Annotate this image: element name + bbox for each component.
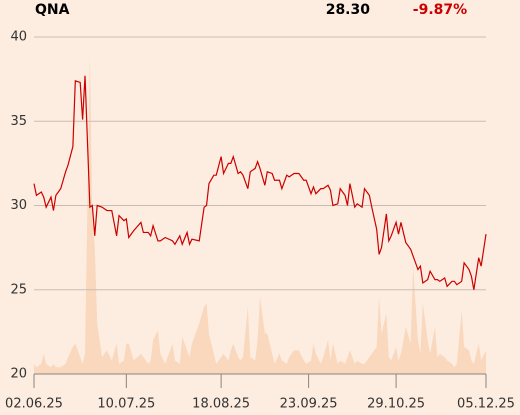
x-tick-label: 02.06.25 bbox=[5, 397, 63, 412]
price-line bbox=[33, 75, 487, 290]
y-tick-label: 40 bbox=[10, 30, 27, 45]
x-tick-label: 23.09.25 bbox=[280, 397, 338, 412]
y-tick-label: 25 bbox=[10, 282, 27, 297]
x-tick-label: 29.10.25 bbox=[367, 397, 425, 412]
y-tick-label: 30 bbox=[10, 198, 27, 213]
volume-area bbox=[34, 53, 486, 374]
y-tick-label: 35 bbox=[10, 114, 27, 129]
y-tick-label: 20 bbox=[10, 367, 27, 382]
x-tick-label: 18.08.25 bbox=[192, 397, 250, 412]
ticker: QNA bbox=[35, 2, 70, 18]
last-price: 28.30 bbox=[326, 2, 371, 18]
x-tick-label: 05.12.25 bbox=[457, 397, 515, 412]
change: -9.87% bbox=[413, 2, 467, 18]
x-tick-label: 10.07.25 bbox=[97, 397, 155, 412]
